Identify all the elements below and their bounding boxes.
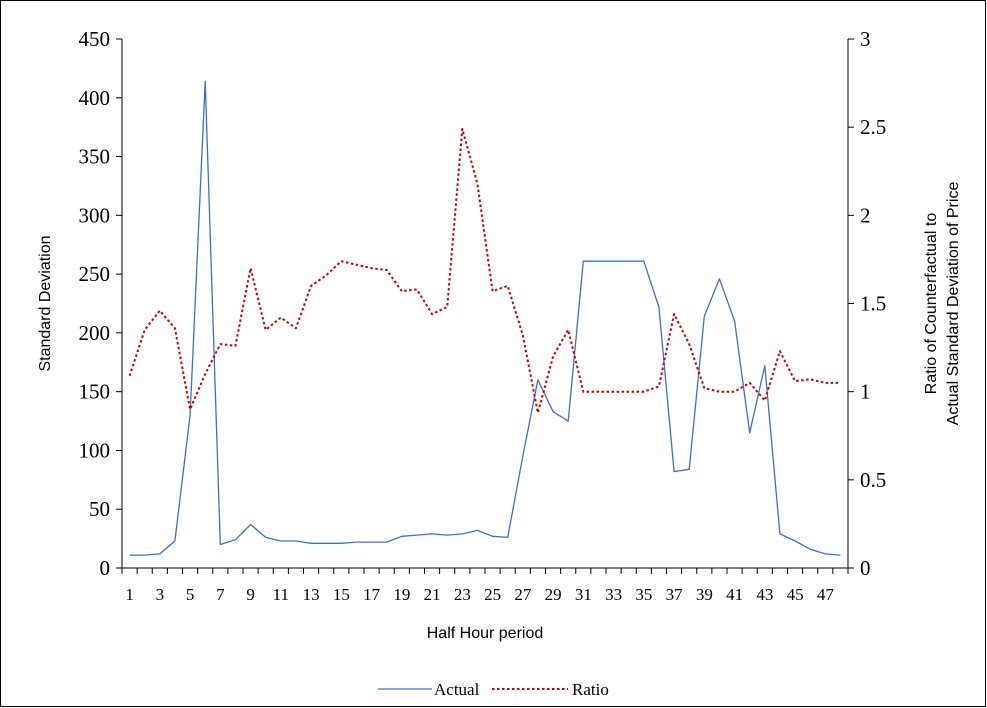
left-y-tick-label-6: 300 [79, 203, 111, 227]
left-y-tick-label-7: 350 [79, 145, 111, 169]
x-tick-label-10: 21 [424, 585, 441, 604]
x-tick-label-8: 17 [363, 585, 381, 604]
x-tick-label-18: 37 [666, 585, 684, 604]
x-tick-label-11: 23 [454, 585, 471, 604]
right-y-tick-label-4: 2 [860, 203, 871, 227]
legend: Actual Ratio [378, 680, 609, 699]
right-y-tick-label-5: 2.5 [860, 115, 886, 139]
x-tick-label-21: 43 [756, 585, 773, 604]
left-y-ticks: 0 50 100 150 200 250 300 350 400 450 [79, 27, 122, 580]
x-tick-label-4: 9 [246, 585, 255, 604]
right-y-ticks: 0 0.5 1 1.5 2 2.5 3 [848, 27, 886, 580]
x-tick-label-7: 15 [333, 585, 350, 604]
left-y-tick-label-2: 100 [79, 438, 111, 462]
x-tick-label-9: 19 [393, 585, 410, 604]
x-tick-label-15: 31 [575, 585, 592, 604]
x-tick-label-1: 3 [156, 585, 165, 604]
y2-axis-title-line-1: Ratio of Counterfactual to [923, 213, 940, 395]
x-tick-label-17: 35 [635, 585, 652, 604]
series-layer [128, 80, 841, 556]
x-tick-label-23: 47 [817, 585, 835, 604]
right-y-tick-label-1: 0.5 [860, 468, 886, 492]
x-tick-label-5: 11 [273, 585, 289, 604]
x-tick-label-6: 13 [303, 585, 320, 604]
legend-label-actual: Actual [434, 680, 480, 699]
left-y-tick-label-4: 200 [79, 321, 111, 345]
x-tick-label-16: 33 [605, 585, 622, 604]
left-y-tick-label-9: 450 [79, 27, 111, 51]
y-axis-title: Standard Deviation [37, 235, 54, 371]
x-tick-label-12: 25 [484, 585, 501, 604]
left-y-tick-label-1: 50 [89, 497, 110, 521]
right-y-tick-label-3: 1.5 [860, 292, 886, 316]
x-tick-label-14: 29 [545, 585, 562, 604]
x-tick-label-2: 5 [186, 585, 195, 604]
left-y-tick-label-8: 400 [79, 86, 111, 110]
x-ticks: 1 3 5 7 9 11 13 15 17 19 21 23 25 27 29 31 33 35 37 39 41 43 4… [121, 568, 849, 604]
x-tick-label-3: 7 [216, 585, 225, 604]
x-tick-label-20: 41 [726, 585, 743, 604]
left-y-tick-label-0: 0 [100, 556, 111, 580]
legend-label-ratio: Ratio [572, 680, 609, 699]
plot-area: 0 50 100 150 200 250 300 350 400 450 0 0.5 1 1.5 2 2.5… [79, 27, 887, 604]
series-line-ratio [128, 127, 841, 414]
right-y-tick-label-0: 0 [860, 556, 871, 580]
x-axis-title: Half Hour period [427, 625, 544, 642]
y2-axis-title-line-2: Actual Standard Deviation of Price [945, 182, 962, 426]
left-y-tick-label-5: 250 [79, 262, 111, 286]
x-tick-label-19: 39 [696, 585, 713, 604]
left-y-tick-label-3: 150 [79, 380, 111, 404]
right-y-tick-label-6: 3 [860, 27, 871, 51]
x-tick-label-0: 1 [125, 585, 134, 604]
series-line-actual [129, 80, 841, 556]
x-tick-label-22: 45 [787, 585, 804, 604]
right-y-tick-label-2: 1 [860, 380, 871, 404]
x-tick-label-13: 27 [514, 585, 532, 604]
